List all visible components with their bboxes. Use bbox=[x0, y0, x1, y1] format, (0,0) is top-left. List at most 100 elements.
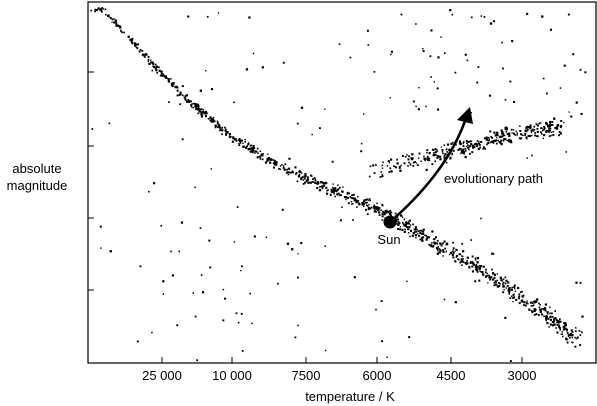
star-point bbox=[421, 236, 423, 239]
star-point bbox=[418, 234, 421, 237]
star-point bbox=[505, 126, 508, 129]
star-point bbox=[567, 333, 570, 336]
star-point bbox=[200, 115, 203, 118]
star-point bbox=[388, 171, 391, 173]
star-point bbox=[129, 38, 132, 41]
star-point bbox=[506, 132, 509, 136]
star-point bbox=[549, 316, 551, 318]
star-point bbox=[492, 140, 495, 143]
star-point bbox=[502, 291, 505, 294]
star-point bbox=[431, 242, 433, 244]
star-point bbox=[172, 82, 175, 85]
star-point bbox=[104, 8, 107, 11]
star-point bbox=[326, 192, 329, 195]
star-point bbox=[275, 161, 278, 164]
star-point bbox=[526, 302, 529, 305]
star-point bbox=[546, 130, 549, 133]
star-point bbox=[460, 152, 462, 155]
star-point bbox=[307, 181, 310, 184]
star-point bbox=[459, 261, 461, 264]
star-point bbox=[505, 287, 507, 289]
star-point bbox=[502, 132, 505, 135]
star-point bbox=[437, 56, 440, 59]
y-axis-ticks bbox=[88, 71, 94, 291]
star-point bbox=[368, 203, 370, 206]
star-point bbox=[238, 142, 240, 145]
star-point bbox=[234, 138, 237, 141]
star-point bbox=[274, 163, 277, 166]
star-point bbox=[192, 292, 194, 294]
star-point bbox=[115, 21, 117, 23]
star-point bbox=[430, 244, 433, 246]
star-point bbox=[261, 66, 264, 69]
star-point bbox=[123, 31, 125, 34]
star-point bbox=[510, 295, 513, 298]
star-point bbox=[561, 333, 563, 336]
star-points bbox=[90, 7, 587, 362]
star-point bbox=[493, 282, 496, 284]
star-point bbox=[496, 273, 498, 275]
star-point bbox=[160, 73, 163, 76]
star-point bbox=[111, 18, 114, 21]
star-point bbox=[566, 332, 569, 334]
star-point bbox=[386, 165, 389, 167]
star-point bbox=[172, 84, 175, 86]
star-point bbox=[505, 279, 508, 282]
star-point bbox=[224, 126, 226, 129]
star-point bbox=[338, 188, 340, 190]
star-point bbox=[494, 134, 497, 137]
star-point bbox=[451, 152, 453, 155]
star-point bbox=[389, 97, 391, 99]
star-point bbox=[474, 257, 477, 260]
star-point bbox=[375, 164, 377, 166]
star-point bbox=[571, 341, 573, 343]
star-point bbox=[327, 189, 329, 191]
star-point bbox=[426, 155, 429, 158]
star-point bbox=[502, 134, 505, 137]
star-point bbox=[218, 126, 221, 129]
star-point bbox=[542, 128, 545, 131]
star-point bbox=[332, 186, 334, 189]
star-point bbox=[464, 53, 467, 56]
star-point bbox=[504, 127, 506, 129]
star-point bbox=[403, 162, 406, 165]
star-point bbox=[551, 120, 554, 123]
star-point bbox=[427, 157, 430, 160]
star-point bbox=[331, 160, 334, 163]
star-point bbox=[466, 59, 469, 62]
star-point bbox=[307, 179, 309, 181]
star-point bbox=[426, 149, 429, 152]
star-point bbox=[529, 126, 532, 129]
star-point bbox=[491, 278, 494, 281]
star-point bbox=[202, 110, 205, 113]
star-point bbox=[480, 15, 483, 17]
star-point bbox=[488, 274, 490, 277]
star-point bbox=[247, 143, 250, 146]
star-point bbox=[297, 253, 299, 255]
x-tick-label: 25 000 bbox=[142, 368, 182, 383]
star-point bbox=[566, 330, 568, 332]
star-point bbox=[565, 151, 567, 153]
star-point bbox=[109, 250, 112, 253]
star-point bbox=[353, 197, 356, 200]
star-point bbox=[338, 43, 341, 45]
star-point bbox=[530, 309, 533, 312]
star-point bbox=[504, 282, 507, 285]
star-point bbox=[526, 300, 528, 302]
star-point bbox=[228, 134, 231, 136]
star-point bbox=[405, 222, 408, 225]
star-point bbox=[470, 140, 473, 142]
star-point bbox=[565, 328, 568, 331]
star-point bbox=[393, 165, 395, 168]
star-point bbox=[508, 132, 511, 135]
star-point bbox=[269, 161, 272, 164]
star-point bbox=[511, 286, 513, 289]
star-point bbox=[474, 259, 477, 261]
star-point bbox=[160, 70, 163, 73]
star-point bbox=[273, 161, 276, 164]
star-point bbox=[298, 170, 300, 173]
x-tick-label: 3000 bbox=[508, 368, 537, 383]
star-point bbox=[432, 245, 434, 248]
star-point bbox=[451, 153, 453, 156]
star-point bbox=[415, 228, 417, 230]
